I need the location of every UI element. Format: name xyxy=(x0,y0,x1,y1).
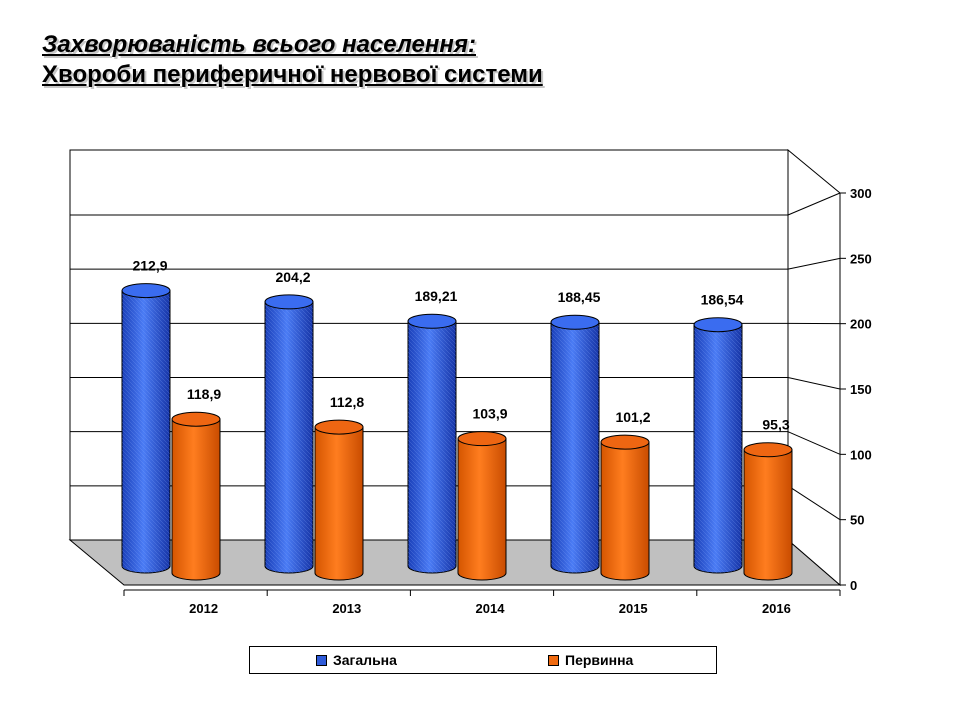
bars xyxy=(121,283,793,581)
bar-zahalna-2012 xyxy=(121,283,171,574)
legend: Загальна Первинна xyxy=(249,646,717,674)
y-tick-label: 200 xyxy=(850,317,872,332)
gridline-side xyxy=(787,377,841,390)
bar-pervynna-2012 xyxy=(171,411,221,581)
legend-label-zahalna: Загальна xyxy=(333,652,397,668)
data-label-zahalna-2012: 212,9 xyxy=(132,258,167,274)
chart-title-line2: Хвороби периферичної нервової системи xyxy=(42,61,543,88)
bar-zahalna-2016 xyxy=(693,317,743,574)
y-tick-label: 300 xyxy=(850,186,872,201)
data-label-zahalna-2014: 189,21 xyxy=(415,288,458,304)
bar-pervynna-2013 xyxy=(314,419,364,581)
data-label-zahalna-2016: 186,54 xyxy=(701,292,744,308)
gridline-side xyxy=(787,192,841,216)
x-axis: 2012 2013 2014 2015 2016 xyxy=(123,589,841,616)
bar-zahalna-2015 xyxy=(550,314,600,574)
y-tick-label: 150 xyxy=(850,382,872,397)
gridline-side xyxy=(787,257,841,270)
data-labels: 212,9 204,2 189,21 188,45 186,54 118,9 112,8 10… xyxy=(132,258,789,433)
chart-title: Захворюваність всього населення: Хвороби… xyxy=(42,30,543,90)
x-tick-label: 2015 xyxy=(619,601,648,616)
x-tick-label: 2012 xyxy=(189,601,218,616)
x-tick-label: 2013 xyxy=(332,601,361,616)
legend-label-pervynna: Первинна xyxy=(565,652,634,668)
gridline-side xyxy=(787,431,841,455)
bar-zahalna-2013 xyxy=(264,294,314,574)
x-tick-label: 2014 xyxy=(476,601,506,616)
data-label-pervynna-2016: 95,3 xyxy=(762,417,789,433)
gridline-side xyxy=(787,485,841,521)
y-axis: 0 50 100 150 200 250 300 xyxy=(840,186,872,593)
y-tick-label: 0 xyxy=(850,578,857,593)
x-tick-label: 2016 xyxy=(762,601,791,616)
data-label-pervynna-2013: 112,8 xyxy=(330,394,364,410)
legend-swatch-orange xyxy=(548,654,559,666)
y-tick-label: 250 xyxy=(850,251,872,266)
bar-pervynna-2015 xyxy=(600,434,650,581)
data-label-pervynna-2014: 103,9 xyxy=(472,406,507,422)
legend-item-zahalna: Загальна xyxy=(316,652,397,668)
data-label-pervynna-2012: 118,9 xyxy=(187,386,221,402)
chart-title-line1: Захворюваність всього населення: xyxy=(42,31,476,58)
legend-item-pervynna: Первинна xyxy=(548,652,633,668)
bar-pervynna-2016 xyxy=(743,442,793,581)
data-label-zahalna-2013: 204,2 xyxy=(275,269,310,285)
y-tick-label: 50 xyxy=(850,513,864,528)
bar-pervynna-2014 xyxy=(457,431,507,581)
bar-zahalna-2014 xyxy=(407,313,457,574)
data-label-pervynna-2015: 101,2 xyxy=(615,409,650,425)
data-label-zahalna-2015: 188,45 xyxy=(558,289,601,305)
legend-swatch-blue xyxy=(316,654,327,666)
y-tick-label: 100 xyxy=(850,447,872,462)
side-wall xyxy=(787,148,841,587)
